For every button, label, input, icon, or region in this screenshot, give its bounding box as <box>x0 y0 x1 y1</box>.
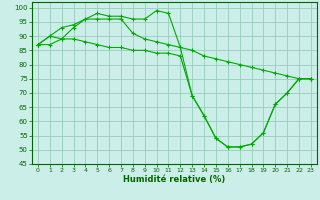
X-axis label: Humidité relative (%): Humidité relative (%) <box>123 175 226 184</box>
